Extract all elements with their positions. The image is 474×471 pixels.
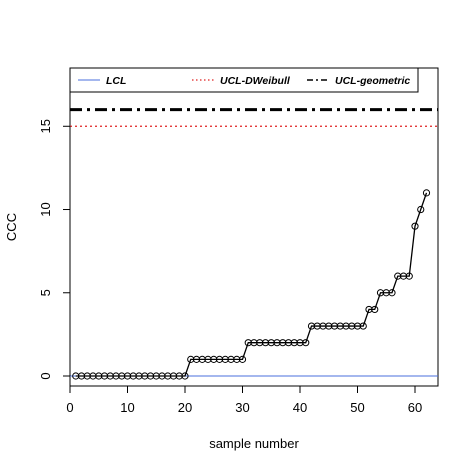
y-tick-label: 0 [38,372,53,379]
data-point [181,372,189,380]
legend-label-lcl: LCL [106,75,126,87]
y-axis: 0 5 10 15 [38,119,71,380]
y-tick-label: 5 [38,289,53,296]
data-points [72,189,431,380]
plot-frame [69,67,439,387]
series-line [75,192,428,377]
x-tick-label: 60 [408,400,422,415]
x-tick-label: 20 [178,400,192,415]
reference-lines [70,108,438,377]
legend-box [69,67,419,93]
y-tick-label: 15 [38,119,53,133]
x-tick-label: 0 [66,400,73,415]
data-point [422,189,431,197]
legend: LCL UCL-DWeibull UCL-geometric [69,67,419,93]
y-axis-label: CCC [4,213,19,241]
legend-label-ucl-dweibull: UCL-DWeibull [220,75,291,87]
series-line-group [75,192,428,377]
x-tick-label: 50 [350,400,364,415]
x-tick-label: 30 [235,400,249,415]
x-axis: 0 10 20 30 40 50 60 [66,385,422,415]
data-point [417,205,425,214]
x-tick-label: 40 [293,400,307,415]
data-point [411,222,419,230]
data-point [359,322,367,330]
y-tick-label: 10 [38,202,53,216]
data-point [238,355,247,363]
data-point [302,339,310,347]
x-axis-label: sample number [209,436,299,451]
x-tick-label: 10 [120,400,134,415]
data-point [371,305,379,314]
legend-label-ucl-geometric: UCL-geometric [335,75,410,87]
data-point [405,272,413,280]
data-point [388,289,396,297]
